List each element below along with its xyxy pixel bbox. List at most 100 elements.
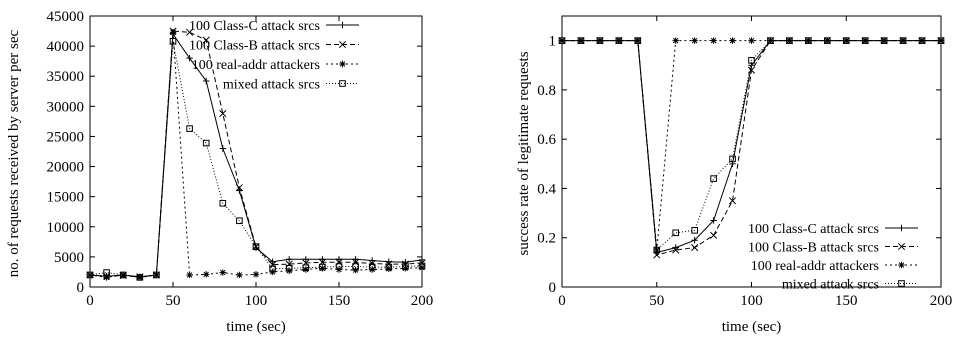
data-point (615, 37, 623, 44)
data-point (203, 77, 210, 85)
data-point (596, 37, 604, 44)
x-tick-label: 50 (166, 293, 181, 309)
data-point (119, 271, 127, 279)
data-point (899, 37, 907, 44)
x-tick-label: 0 (86, 293, 94, 309)
data-point (672, 37, 679, 44)
data-point (186, 271, 193, 279)
data-point (767, 37, 774, 44)
x-tick-label: 0 (558, 293, 566, 309)
data-point (653, 246, 661, 254)
data-point (402, 265, 409, 272)
data-point (252, 244, 260, 252)
data-point (236, 271, 243, 279)
data-point (269, 265, 276, 273)
data-point (710, 231, 718, 239)
y-tick-label: 45000 (47, 9, 85, 25)
data-point (236, 217, 243, 225)
data-point (385, 265, 392, 273)
data-point (862, 37, 869, 44)
data-point (748, 57, 755, 64)
data-point (918, 37, 926, 44)
y-tick-label: 0.2 (537, 231, 556, 247)
data-point (252, 243, 260, 251)
y-tick-label: 25000 (47, 129, 85, 145)
x-tick-label: 150 (328, 293, 351, 309)
data-point (634, 37, 642, 44)
data-point (103, 274, 110, 281)
y-axis-label: success rate of legitimate requests (516, 51, 532, 255)
data-point (824, 37, 831, 44)
data-point (368, 263, 376, 271)
data-point (418, 262, 426, 270)
x-tick-label: 150 (835, 293, 858, 309)
data-point (786, 37, 793, 44)
legend-label: mixed attack srcs (223, 78, 320, 93)
data-point (86, 271, 94, 279)
data-point (186, 125, 193, 132)
data-point (352, 266, 359, 274)
data-point (710, 175, 717, 182)
data-point (596, 37, 604, 44)
chart-success-rate: 0 0.2 0.4 0.6 0.8 1 0 50 100 150 200 time (sec) succ… (516, 15, 952, 335)
data-point (202, 36, 210, 44)
data-point (728, 197, 737, 205)
data-point (918, 37, 926, 44)
data-point (136, 274, 144, 281)
y-axis-label: no. of requests received by server per s… (6, 29, 22, 277)
y-tick-label: 0.6 (537, 132, 556, 148)
legend-label: 100 Class-C attack srcs (189, 19, 320, 34)
series-3 (86, 37, 426, 281)
x-axis-label: time (sec) (226, 319, 286, 335)
data-point (136, 274, 143, 281)
data-point (369, 257, 376, 264)
data-point (710, 37, 717, 44)
legend-label: 100 Class-C attack srcs (748, 222, 879, 237)
data-point (219, 199, 227, 207)
x-tick-label: 200 (411, 293, 434, 309)
data-point (402, 263, 409, 270)
data-point (843, 37, 850, 44)
y-tick-label: 40000 (47, 39, 85, 55)
data-point (672, 229, 680, 237)
data-point (385, 263, 393, 271)
data-point (352, 258, 360, 266)
y-tick-label: 10000 (47, 220, 85, 236)
data-point (615, 37, 623, 44)
x-tick-label: 100 (740, 293, 763, 309)
data-point (352, 263, 359, 270)
data-point (861, 37, 869, 44)
data-point (729, 155, 736, 163)
y-tick-label: 0.4 (537, 181, 556, 197)
data-point (252, 243, 260, 250)
data-point (805, 37, 812, 44)
data-point (169, 37, 177, 45)
data-point (558, 37, 566, 44)
legend-label: 100 Class-B attack srcs (748, 241, 879, 256)
data-point (302, 266, 309, 273)
y-tick-label: 0 (77, 280, 85, 296)
legend-label: mixed attack srcs (782, 278, 879, 293)
data-point (335, 258, 343, 266)
legend-label: 100 Class-B attack srcs (189, 39, 320, 54)
data-point (691, 227, 698, 234)
data-point (842, 37, 850, 44)
series-line (89, 41, 423, 278)
series-line (562, 40, 941, 252)
data-point (880, 37, 888, 44)
data-point (335, 256, 343, 263)
data-point (335, 263, 343, 270)
data-point (691, 236, 698, 244)
legend-marker (338, 40, 347, 49)
data-point (235, 184, 243, 192)
y-tick-label: 15000 (47, 190, 85, 206)
data-point (418, 256, 426, 264)
series-3 (558, 37, 945, 254)
data-point (285, 260, 293, 268)
data-point (748, 37, 755, 44)
data-point (937, 37, 945, 44)
data-point (319, 265, 326, 272)
data-point (153, 271, 160, 279)
